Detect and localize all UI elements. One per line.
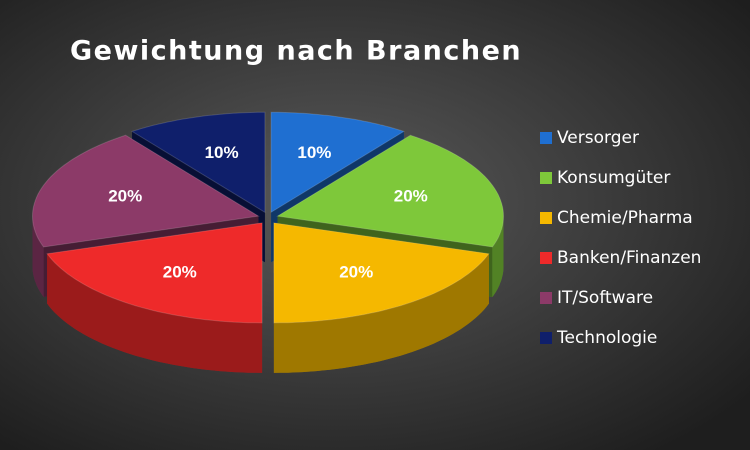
legend-label: Technologie	[556, 328, 657, 348]
slice	[31, 134, 260, 248]
chart-title: Gewichtung nach Branchen	[70, 36, 522, 67]
legend-label: Konsumgüter	[557, 168, 670, 188]
slice-side	[32, 216, 44, 297]
slice-side	[47, 253, 263, 373]
slice-side-shade	[273, 253, 489, 373]
legend-label: IT/Software	[557, 288, 653, 308]
data-label: 20%	[108, 186, 142, 205]
data-label: 10%	[297, 143, 331, 162]
legend-swatch	[540, 132, 552, 144]
data-label: 10%	[205, 143, 239, 162]
legend-swatch	[540, 332, 552, 344]
slice-side	[273, 253, 489, 373]
slice-side	[492, 216, 504, 297]
slice-side-shade	[47, 253, 263, 373]
slice	[46, 222, 263, 324]
slice	[276, 134, 505, 248]
legend-label: Chemie/Pharma	[557, 208, 693, 228]
legend-swatch	[540, 212, 552, 224]
slice-side-shade	[492, 216, 504, 297]
legend-label: Banken/Finanzen	[557, 248, 701, 268]
data-label: 20%	[163, 262, 197, 281]
data-label: 20%	[394, 186, 428, 205]
slice-side-shade	[32, 216, 44, 297]
legend-swatch	[540, 172, 552, 184]
slice	[273, 222, 490, 324]
legend-swatch	[540, 292, 552, 304]
slice	[270, 111, 406, 214]
legend-label: Versorger	[557, 128, 639, 148]
legend-swatch	[540, 252, 552, 264]
slice	[130, 111, 266, 214]
data-label: 20%	[339, 262, 373, 281]
